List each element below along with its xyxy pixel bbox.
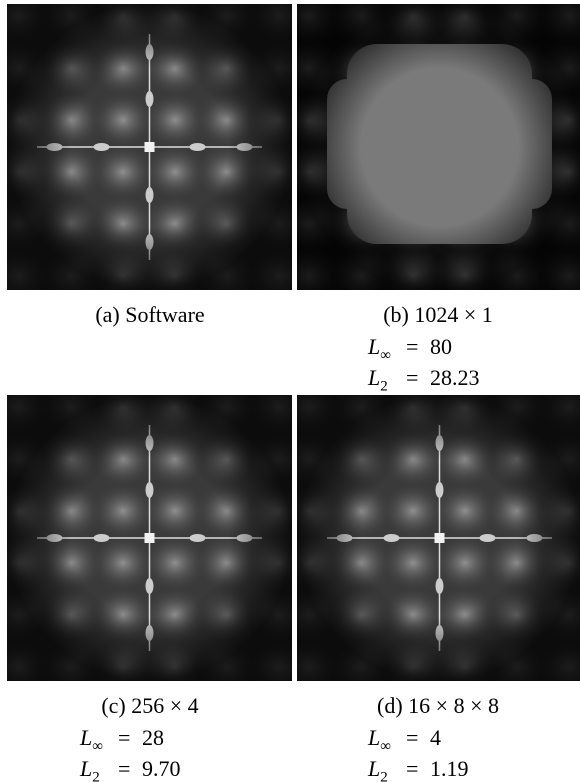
metric-operator: = — [406, 367, 418, 389]
metric-operator: = — [406, 727, 418, 749]
subscript: ∞ — [380, 738, 391, 754]
metric-symbol: L2 — [368, 367, 388, 394]
caption-label: (a) — [95, 302, 119, 327]
metric-value: 28 — [142, 727, 164, 749]
symbol: L — [80, 756, 92, 781]
symbol: L — [368, 365, 380, 390]
caption-label: (d) — [377, 693, 403, 718]
symbol: L — [368, 334, 380, 359]
metric-value: 9.70 — [142, 758, 181, 780]
metric-symbol: L∞ — [368, 336, 391, 363]
metric-operator: = — [118, 758, 130, 780]
caption-text: 1024 × 1 — [414, 302, 492, 327]
metric-symbol: L∞ — [368, 727, 391, 754]
panel-image — [7, 395, 292, 681]
caption-text: 256 × 4 — [131, 693, 198, 718]
panel-image — [297, 395, 580, 681]
subscript: ∞ — [92, 738, 103, 754]
metric-symbol: L∞ — [80, 727, 103, 754]
metric-operator: = — [406, 758, 418, 780]
caption: (d) 16 × 8 × 8 — [377, 695, 499, 717]
metric-value: 28.23 — [430, 367, 480, 389]
vignette — [7, 395, 292, 681]
caption-label: (b) — [383, 302, 409, 327]
vignette — [7, 4, 292, 290]
metric-operator: = — [406, 336, 418, 358]
vignette — [297, 4, 580, 290]
metric-symbol: L2 — [80, 758, 100, 782]
caption-text: Software — [125, 302, 204, 327]
metric-value: 1.19 — [430, 758, 469, 780]
subscript: 2 — [380, 378, 388, 394]
symbol: L — [80, 725, 92, 750]
subscript: 2 — [92, 769, 100, 782]
metric-symbol: L2 — [368, 758, 388, 782]
caption: (c) 256 × 4 — [101, 695, 198, 717]
symbol: L — [368, 725, 380, 750]
panel-image — [7, 4, 292, 290]
panel-image — [297, 4, 580, 290]
symbol: L — [368, 756, 380, 781]
vignette — [297, 395, 580, 681]
caption: (a) Software — [95, 304, 204, 326]
figure: (a) Software(b) 1024 × 1L∞=80L2=28.23(c)… — [0, 0, 580, 782]
metric-value: 80 — [430, 336, 452, 358]
caption-text: 16 × 8 × 8 — [408, 693, 499, 718]
metric-operator: = — [118, 727, 130, 749]
metric-value: 4 — [430, 727, 441, 749]
subscript: 2 — [380, 769, 388, 782]
subscript: ∞ — [380, 347, 391, 363]
caption: (b) 1024 × 1 — [383, 304, 493, 326]
caption-label: (c) — [101, 693, 125, 718]
